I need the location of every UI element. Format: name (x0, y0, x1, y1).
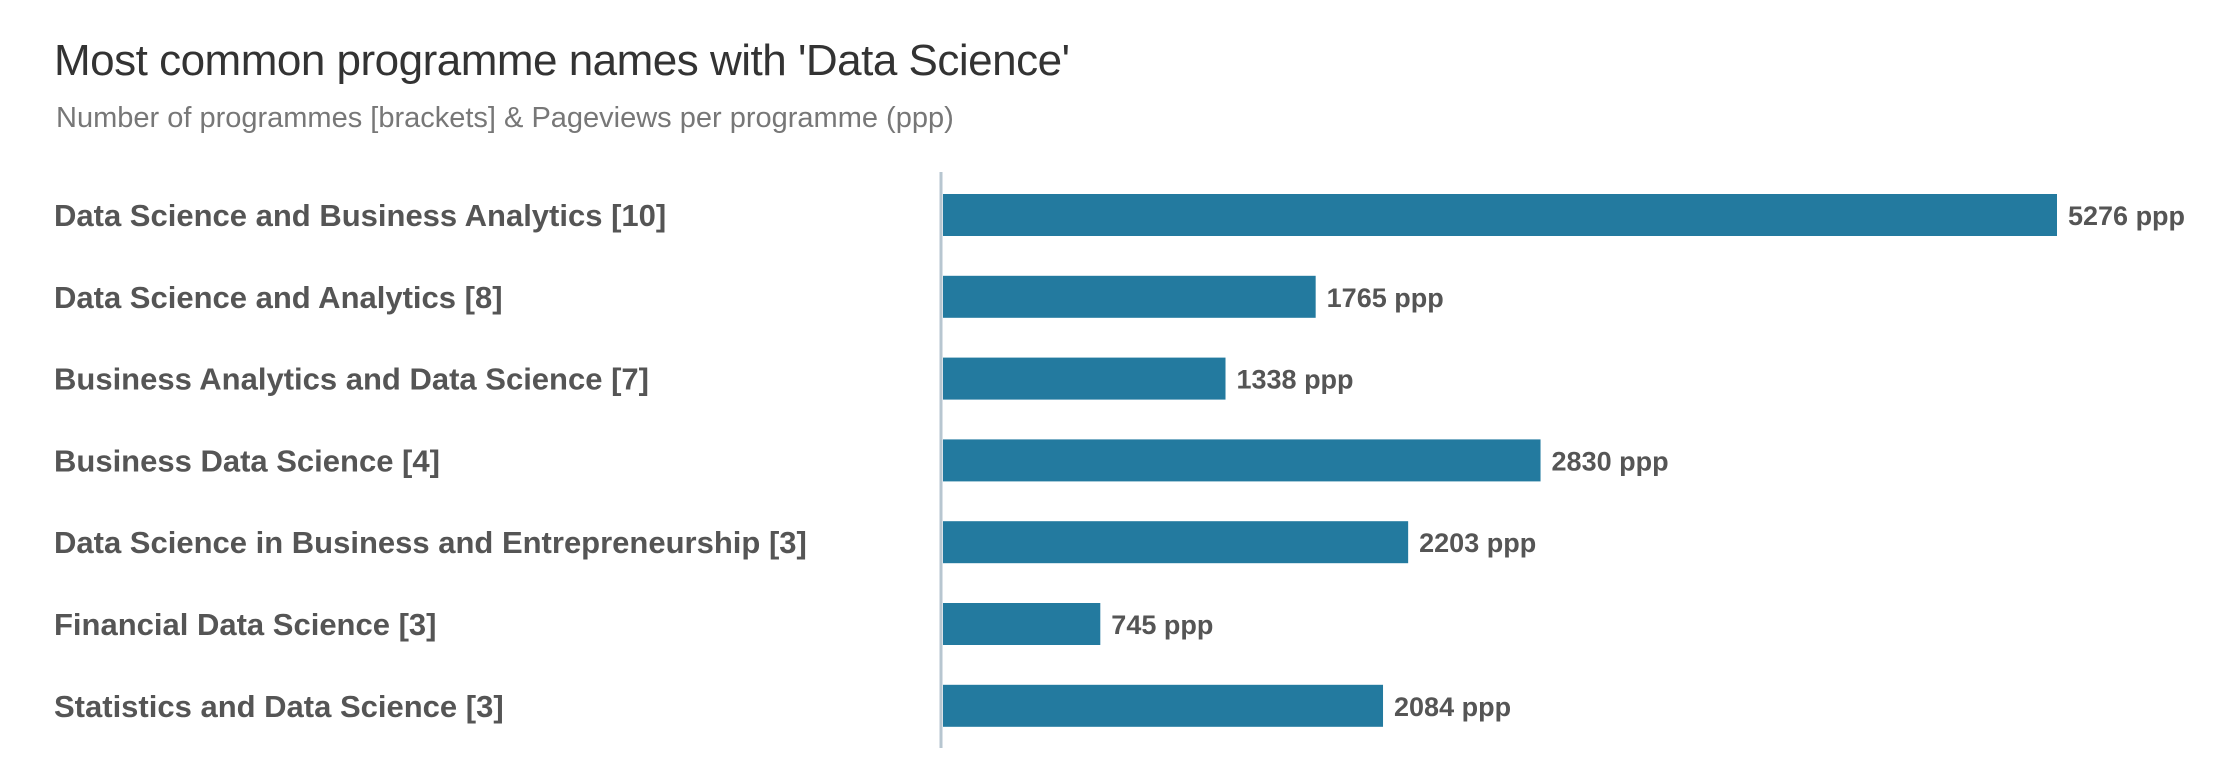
value-label: 2084 ppp (1394, 692, 1511, 722)
category-label: Statistics and Data Science [3] (54, 689, 504, 724)
bar (943, 603, 1101, 645)
category-label: Business Analytics and Data Science [7] (54, 362, 649, 397)
value-label: 5276 ppp (2068, 201, 2185, 231)
value-label: 1338 ppp (1237, 365, 1354, 395)
category-label: Business Data Science [4] (54, 443, 440, 478)
bar (943, 275, 1316, 318)
value-label: 1765 ppp (1327, 283, 1444, 313)
category-label: Financial Data Science [3] (54, 607, 436, 642)
value-label: 2203 ppp (1419, 528, 1536, 558)
category-label: Data Science in Business and Entrepreneu… (54, 525, 807, 560)
bar (943, 521, 1409, 564)
chart-title: Most common programme names with 'Data S… (54, 36, 1070, 85)
value-label: 2830 ppp (1552, 446, 1669, 476)
chart-subtitle: Number of programmes [brackets] & Pagevi… (56, 102, 954, 134)
value-label: 745 ppp (1111, 610, 1213, 640)
bar (943, 357, 1226, 400)
category-label: Data Science and Analytics [8] (54, 280, 503, 315)
category-label: Data Science and Business Analytics [10] (54, 198, 666, 233)
bar (943, 194, 2057, 236)
bar (943, 684, 1384, 727)
bar (943, 439, 1541, 482)
